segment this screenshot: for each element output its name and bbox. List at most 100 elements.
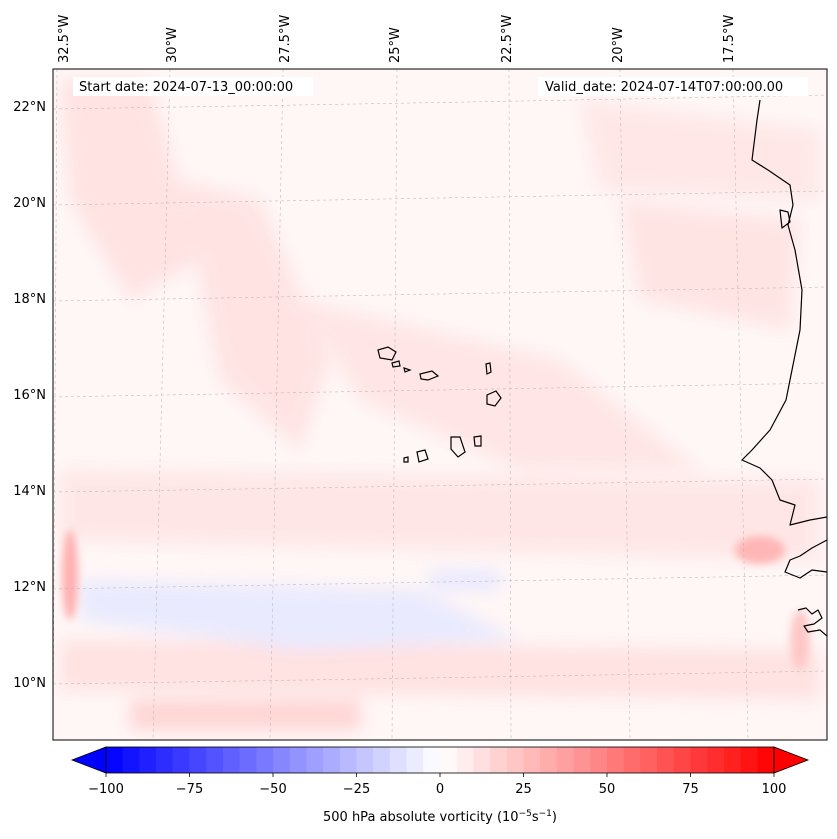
vorticity-band-northeast bbox=[580, 100, 820, 200]
colorbar-cell bbox=[239, 747, 257, 773]
colorbar-cell bbox=[389, 747, 408, 773]
vorticity-negative-patch-2 bbox=[430, 570, 500, 590]
start-date-box bbox=[73, 77, 313, 96]
meridian-30w bbox=[152, 69, 171, 740]
parallel-14n bbox=[53, 478, 827, 493]
parallel-20n bbox=[53, 190, 827, 206]
lat-label-12n: 12°N bbox=[13, 580, 46, 595]
colorbar-cell bbox=[456, 747, 474, 773]
colorbar-cell bbox=[423, 747, 441, 773]
colorbar-cell bbox=[139, 747, 157, 773]
colorbar-tick-label: 0 bbox=[436, 782, 444, 797]
vorticity-band-middle bbox=[300, 300, 700, 470]
colorbar-tick-label: −25 bbox=[343, 782, 370, 797]
colorbar-label-exp2: −1 bbox=[539, 809, 552, 819]
lat-label-16n: 16°N bbox=[13, 388, 46, 403]
colorbar-cell bbox=[306, 747, 324, 773]
colorbar-cell bbox=[356, 747, 374, 773]
colorbar-cell bbox=[189, 747, 207, 773]
parallel-10n bbox=[53, 670, 827, 685]
vorticity-negative-patch bbox=[80, 580, 520, 650]
lat-label-18n: 18°N bbox=[13, 292, 46, 307]
meridian-20w bbox=[619, 69, 631, 740]
start-date-label: Start date: 2024-07-13_00:00:00 bbox=[79, 80, 293, 95]
vorticity-max-south-coast bbox=[790, 610, 810, 670]
latitude-labels: 22°N 20°N 18°N 16°N 14°N 12°N 10°N bbox=[13, 100, 46, 691]
cape-verde-islands bbox=[377, 346, 502, 463]
lon-label-32-5w: 32.5°W bbox=[57, 15, 72, 63]
valid-date-label: Valid_date: 2024-07-14T07:00:00.00 bbox=[545, 80, 783, 95]
colorbar-cell bbox=[156, 747, 174, 773]
colorbar-cell bbox=[406, 747, 424, 773]
vorticity-band-northwest bbox=[60, 80, 200, 300]
africa-coastline-south bbox=[784, 539, 827, 579]
colorbar-cell bbox=[723, 747, 742, 773]
colorbar-label-prefix: 500 hPa absolute vorticity (10 bbox=[323, 810, 519, 825]
colorbar-cell bbox=[256, 747, 274, 773]
parallel-18n bbox=[53, 286, 827, 302]
colorbar-tick-label: 25 bbox=[515, 782, 532, 797]
colorbar-label-mid: s bbox=[532, 810, 539, 825]
vorticity-band-central bbox=[180, 180, 330, 450]
vorticity-band-east bbox=[620, 200, 800, 330]
colorbar-cell bbox=[222, 747, 241, 773]
island-sao-vicente bbox=[391, 360, 401, 368]
colorbar-cell bbox=[122, 747, 140, 773]
colorbar-cell bbox=[690, 747, 708, 773]
meridian-27-5w bbox=[269, 69, 284, 740]
colorbar-label-exp1: −5 bbox=[519, 809, 532, 819]
colorbar-cell bbox=[740, 747, 758, 773]
colorbar-cell bbox=[707, 747, 725, 773]
parallel-22n bbox=[53, 94, 827, 110]
colorbar-cell bbox=[440, 747, 458, 773]
colorbar-cell bbox=[590, 747, 608, 773]
lat-label-20n: 20°N bbox=[13, 196, 46, 211]
vorticity-band-south bbox=[60, 470, 820, 560]
colorbar-cell bbox=[473, 747, 491, 773]
valid-date-box bbox=[538, 77, 808, 96]
meridian-22-5w bbox=[508, 69, 512, 740]
colorbar: −100 −75 −50 −25 0 25 50 75 100 500 hPa absolute… bbox=[70, 746, 810, 825]
colorbar-cell bbox=[289, 747, 307, 773]
island-sal bbox=[485, 362, 492, 375]
colorbar-cell bbox=[757, 747, 775, 773]
island-santa-luzia bbox=[403, 367, 412, 373]
meridian-32-5w bbox=[53, 69, 58, 740]
colorbar-tick-label: −75 bbox=[176, 782, 203, 797]
colorbar-tick-label: 50 bbox=[599, 782, 616, 797]
colorbar-cell bbox=[607, 747, 625, 773]
lon-label-17-5w: 17.5°W bbox=[722, 15, 737, 63]
colorbar-cell bbox=[206, 747, 224, 773]
island-sao-nicolau bbox=[419, 370, 440, 381]
colorbar-cell bbox=[323, 747, 341, 773]
colorbar-label-suffix: ) bbox=[552, 810, 557, 825]
colorbar-tick-label: 75 bbox=[682, 782, 699, 797]
colorbar-cell bbox=[623, 747, 641, 773]
colorbar-cell bbox=[556, 747, 575, 773]
lat-label-22n: 22°N bbox=[13, 100, 46, 115]
lon-label-22-5w: 22.5°W bbox=[500, 15, 515, 63]
colorbar-cell bbox=[339, 747, 357, 773]
colorbar-tick-label: −50 bbox=[259, 782, 286, 797]
lon-label-27-5w: 27.5°W bbox=[278, 15, 293, 63]
lat-label-10n: 10°N bbox=[13, 676, 46, 691]
vorticity-max-coast bbox=[735, 536, 785, 564]
colorbar-cell bbox=[673, 747, 691, 773]
meridian-25w bbox=[391, 69, 398, 740]
coastlines bbox=[741, 99, 827, 637]
colorbar-cell bbox=[106, 747, 124, 773]
map-frame bbox=[52, 68, 828, 741]
parallel-16n bbox=[53, 382, 827, 398]
colorbar-extend-max bbox=[773, 746, 810, 774]
lon-label-30w: 30°W bbox=[165, 27, 180, 63]
colorbar-cell bbox=[573, 747, 591, 773]
colorbar-cell bbox=[273, 747, 291, 773]
island-brava bbox=[403, 456, 409, 463]
lat-label-14n: 14°N bbox=[13, 484, 46, 499]
vorticity-field bbox=[60, 80, 820, 730]
vorticity-band-southwest bbox=[60, 640, 820, 700]
map-panel: Start date: 2024-07-13_00:00:00 Valid_da… bbox=[13, 15, 828, 741]
colorbar-cell bbox=[657, 747, 675, 773]
parallel-12n bbox=[53, 574, 827, 590]
